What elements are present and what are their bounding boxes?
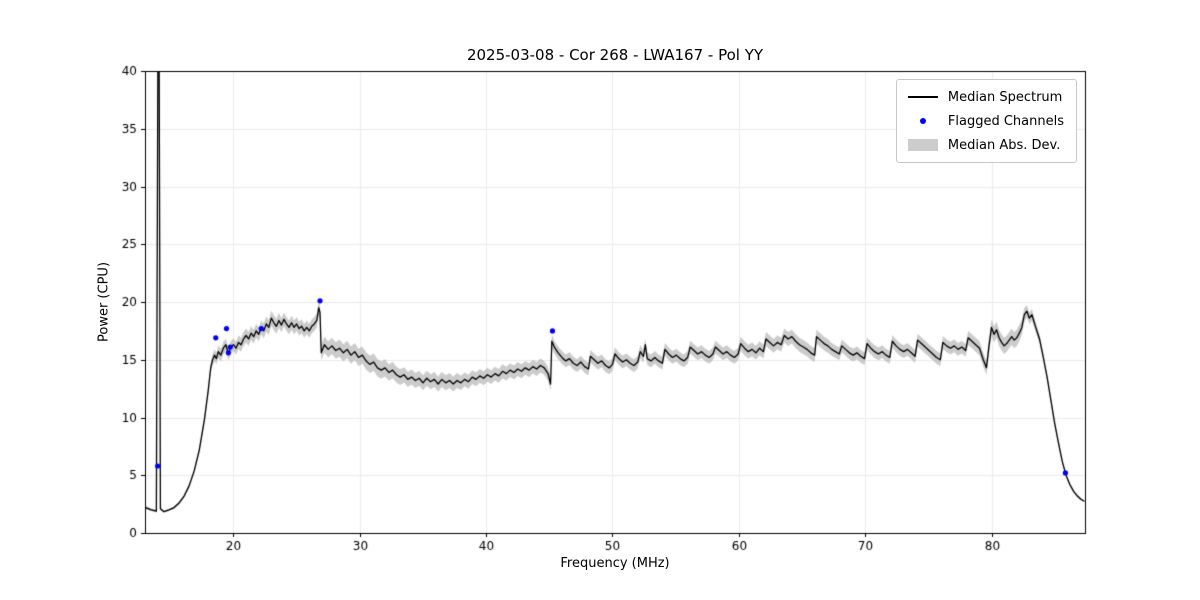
legend: Median Spectrum Flagged Channels Median … — [895, 79, 1077, 163]
legend-label-mad-band: Median Abs. Dev. — [947, 137, 1061, 153]
median-line-swatch — [907, 96, 939, 98]
flagged-dot-swatch — [907, 118, 939, 124]
mad-band-swatch — [907, 139, 939, 151]
x-axis-label: Frequency (MHz) — [560, 556, 670, 571]
legend-item-mad-band: Median Abs. Dev. — [907, 135, 1064, 155]
legend-label-flagged-channels: Flagged Channels — [947, 113, 1064, 129]
plot-title: 2025-03-08 - Cor 268 - LWA167 - Pol YY — [466, 46, 764, 64]
y-axis-label: Power (CPU) — [96, 261, 112, 343]
legend-item-median-spectrum: Median Spectrum — [907, 87, 1064, 107]
legend-item-flagged-channels: Flagged Channels — [907, 111, 1064, 131]
legend-label-median-spectrum: Median Spectrum — [947, 89, 1063, 105]
